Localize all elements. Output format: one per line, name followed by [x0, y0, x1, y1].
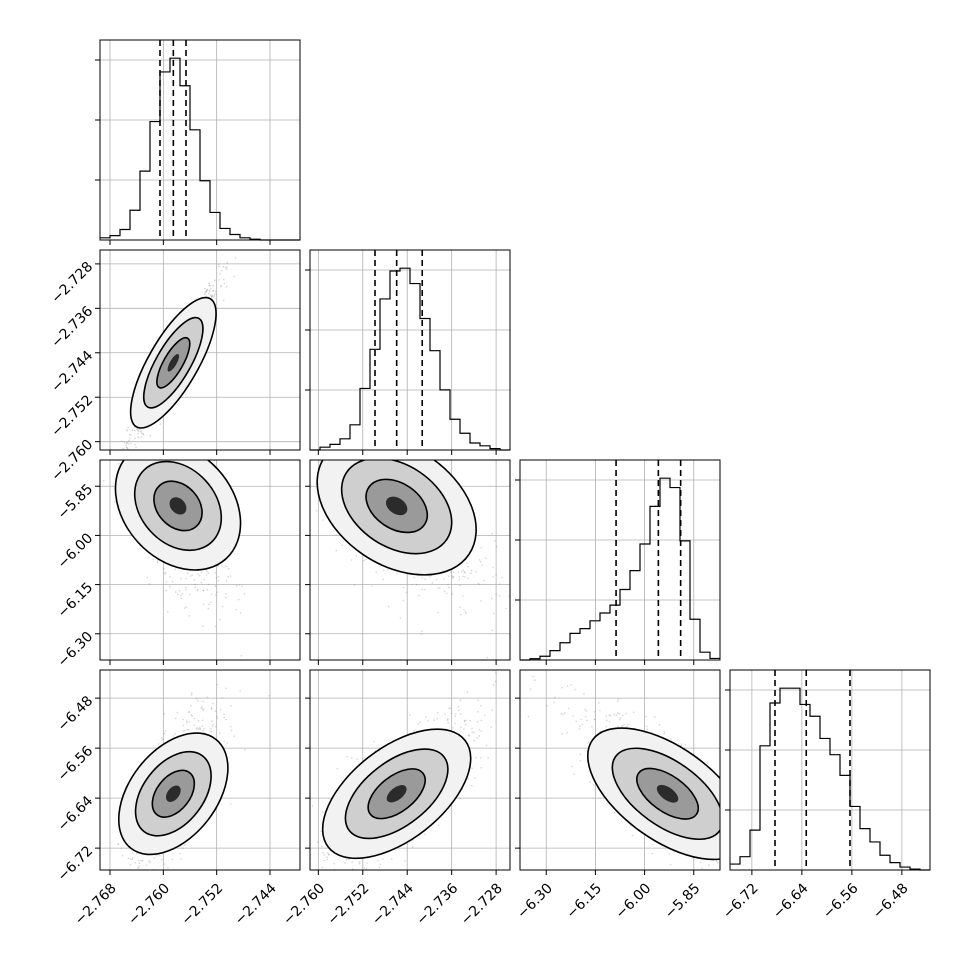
- density-fill: [169, 497, 187, 515]
- y-tick-label: −2.728: [48, 259, 96, 307]
- contour-line: [340, 460, 453, 555]
- x-tick-label: −6.56: [820, 880, 862, 922]
- y-tick-label: −6.56: [55, 743, 97, 785]
- scatter-panel: [95, 459, 301, 665]
- grid: [100, 250, 300, 450]
- histogram-panel: [515, 459, 721, 665]
- panel-content: [310, 670, 510, 870]
- contour-line: [156, 336, 191, 389]
- panel-frame: [729, 669, 931, 871]
- panel-frame: [519, 459, 721, 661]
- histogram-line: [310, 267, 510, 451]
- y-tick-label: −6.15: [55, 580, 97, 622]
- panel-frame: [99, 669, 301, 871]
- histogram-line: [520, 477, 720, 661]
- x-tick-label: −6.64: [770, 880, 812, 922]
- contour-line: [114, 460, 242, 571]
- x-tick-label: −2.736: [413, 880, 461, 928]
- scatter-panel: [95, 249, 301, 455]
- panel-content: [100, 670, 300, 870]
- panel-frame: [519, 669, 721, 871]
- panel-content: [100, 460, 300, 660]
- contour-line: [344, 748, 449, 840]
- density-fill: [386, 785, 407, 803]
- y-tick-label: −6.72: [55, 843, 97, 885]
- x-tick-label: −2.760: [280, 880, 328, 928]
- scatter-panel: [305, 669, 511, 875]
- contour-line: [151, 769, 196, 818]
- x-tick-label: −5.85: [662, 880, 704, 922]
- density-fill: [385, 496, 408, 516]
- histogram-panel: [95, 39, 301, 245]
- scatter-panel: [515, 669, 721, 875]
- density-fill: [656, 784, 679, 803]
- panel-frame: [309, 459, 511, 661]
- histogram-line: [100, 57, 300, 241]
- y-tick-label: −6.30: [55, 629, 97, 671]
- panel-frame: [99, 39, 301, 241]
- x-tick-label: −2.728: [458, 880, 506, 928]
- contour-line: [365, 478, 429, 534]
- histogram-panel: [305, 249, 511, 455]
- y-tick-label: −5.85: [55, 481, 97, 523]
- panel-frame: [309, 249, 511, 451]
- x-tick-label: −2.760: [125, 880, 173, 928]
- x-tick-label: −6.30: [514, 880, 556, 922]
- x-tick-label: −2.744: [232, 880, 280, 928]
- histogram-panel: [725, 669, 931, 875]
- density-fill: [165, 785, 181, 802]
- contour-line: [142, 316, 204, 409]
- contour-line: [636, 767, 700, 820]
- contour-line: [117, 732, 229, 856]
- y-tick-label: −6.48: [55, 693, 97, 735]
- y-tick-label: −2.760: [48, 437, 96, 485]
- scatter-panel: [95, 669, 301, 875]
- panel-content: [310, 460, 510, 660]
- panel-frame: [309, 669, 511, 871]
- x-tick-label: −2.768: [72, 880, 120, 928]
- panel-frame: [99, 249, 301, 451]
- grid: [310, 250, 510, 450]
- x-tick-label: −2.752: [178, 880, 226, 928]
- contour-line: [367, 768, 426, 820]
- x-tick-label: −6.72: [720, 880, 762, 922]
- contour-line: [321, 728, 472, 860]
- panel-content: [520, 670, 720, 870]
- panel-frame: [99, 459, 301, 661]
- contour-line: [153, 480, 203, 532]
- x-tick-label: −6.48: [870, 880, 912, 922]
- density-fill: [167, 353, 180, 372]
- contour-line: [611, 747, 720, 841]
- panel-content: [100, 250, 300, 450]
- x-tick-label: −6.15: [564, 880, 606, 922]
- contour-line: [133, 460, 223, 552]
- x-tick-label: −2.744: [369, 880, 417, 928]
- contour-line: [316, 460, 477, 576]
- histogram-line: [730, 687, 930, 871]
- y-tick-label: −2.744: [48, 348, 96, 396]
- scatter-panel: [305, 459, 511, 665]
- contour-line: [129, 296, 217, 429]
- y-tick-label: −6.64: [55, 793, 97, 835]
- y-tick-label: −2.736: [48, 303, 96, 351]
- contour-line: [134, 750, 212, 837]
- y-tick-label: −2.752: [48, 392, 96, 440]
- x-tick-label: −6.00: [613, 880, 655, 922]
- contour-line: [586, 727, 720, 861]
- x-tick-label: −2.752: [325, 880, 373, 928]
- y-tick-label: −6.00: [55, 530, 97, 572]
